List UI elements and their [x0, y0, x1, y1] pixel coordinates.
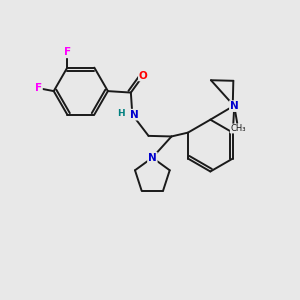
Text: N: N [130, 110, 139, 120]
Text: O: O [139, 70, 148, 80]
Text: H: H [117, 109, 125, 118]
Text: CH₃: CH₃ [230, 124, 246, 133]
Text: F: F [35, 83, 42, 93]
Text: F: F [64, 47, 71, 57]
Text: N: N [148, 153, 157, 163]
Text: N: N [230, 101, 239, 111]
